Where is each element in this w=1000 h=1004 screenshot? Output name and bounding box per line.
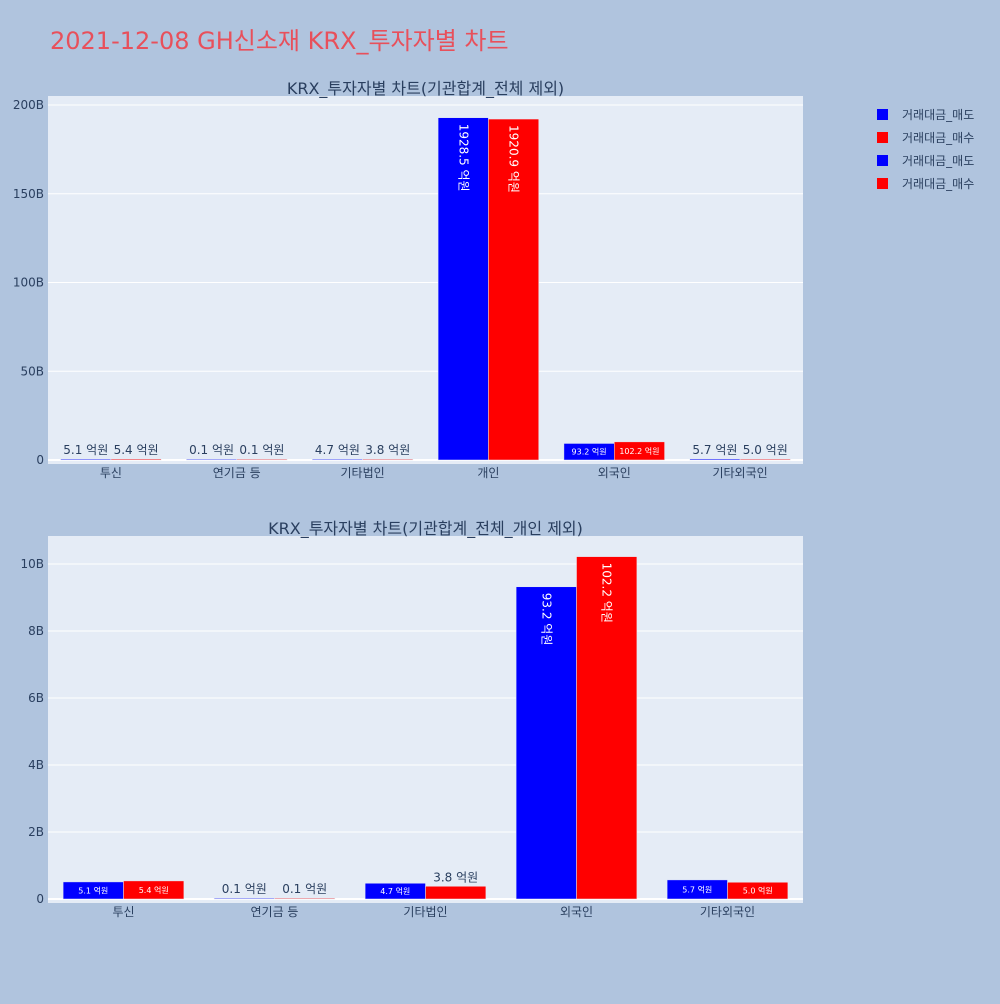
data-label: 3.8 억원 [433,870,478,884]
data-label: 0.1 억원 [222,882,267,896]
bar [515,586,577,900]
bar [213,897,275,900]
bar [123,880,185,900]
x-tick-label: 기타외국인 [700,905,755,919]
x-tick-label: 투신 [112,905,134,919]
bar [614,441,665,461]
bar [274,897,336,900]
x-tick-label: 외국인 [598,466,631,480]
data-label: 93.2 억원 [539,593,553,646]
bar [312,458,363,461]
bar [488,118,539,461]
legend-label: 거래대금_매수 [902,177,974,191]
data-label: 102.2 억원 [619,446,659,456]
bar [236,458,288,461]
y-tick-label: 10B [20,557,44,571]
data-label: 4.7 억원 [380,886,410,896]
y-tick-label: 150B [13,187,44,201]
data-label: 5.1 억원 [63,443,108,457]
data-label: 5.0 억원 [743,443,788,457]
data-label: 0.1 억원 [189,443,234,457]
y-tick-label: 2B [28,825,44,839]
y-tick-label: 100B [13,276,44,290]
legend-label: 거래대금_매수 [902,131,974,145]
data-label: 102.2 억원 [600,563,614,623]
chart-title-2: KRX_투자자별 차트(기관합계_전체_개인 제외) [268,519,583,539]
y-tick-label: 0 [36,453,44,467]
bar [110,458,162,461]
page-title: 2021-12-08 GH신소재 KRX_투자자별 차트 [50,27,509,55]
plot-area-2 [48,536,803,903]
legend-swatch [877,109,888,120]
legend-swatch [877,178,888,189]
x-tick-label: 개인 [477,466,499,480]
y-tick-label: 200B [13,98,44,112]
x-tick-label: 투신 [100,466,122,480]
data-label: 93.2 억원 [572,447,607,457]
bar [437,117,489,461]
legend-label: 거래대금_매도 [902,154,974,168]
y-tick-label: 50B [20,364,44,378]
legend-swatch [877,155,888,166]
plot-area-1 [48,96,803,464]
y-tick-label: 4B [28,758,44,772]
bar [186,458,238,461]
x-tick-label: 외국인 [560,905,593,919]
bar [739,458,791,461]
bar [60,458,112,461]
data-label: 5.0 억원 [743,886,773,896]
bar [425,886,487,900]
data-label: 5.1 억원 [78,885,108,895]
bar [689,458,741,461]
data-label: 5.7 억원 [682,884,712,894]
data-label: 0.1 억원 [282,882,327,896]
x-tick-label: 기타법인 [403,905,447,919]
data-label: 5.4 억원 [114,443,159,457]
bar [362,458,414,461]
x-tick-label: 기타법인 [340,466,384,480]
data-label: 4.7 억원 [315,443,360,457]
y-tick-label: 8B [28,624,44,638]
data-label: 5.7 억원 [692,443,737,457]
y-tick-label: 0 [36,892,44,906]
data-label: 0.1 억원 [239,443,284,457]
y-tick-label: 6B [28,691,44,705]
x-tick-label: 연기금 등 [213,466,261,480]
data-label: 1928.5 억원 [456,124,470,192]
bar [576,556,638,900]
x-tick-label: 기타외국인 [712,466,767,480]
data-label: 5.4 억원 [139,885,169,895]
x-tick-label: 연기금 등 [251,905,299,919]
legend-label: 거래대금_매도 [902,108,974,122]
data-label: 1920.9 억원 [507,125,521,193]
data-label: 3.8 억원 [365,443,410,457]
bar [727,882,789,900]
chart-title-1: KRX_투자자별 차트(기관합계_전체 제외) [287,79,564,99]
legend-swatch [877,132,888,143]
